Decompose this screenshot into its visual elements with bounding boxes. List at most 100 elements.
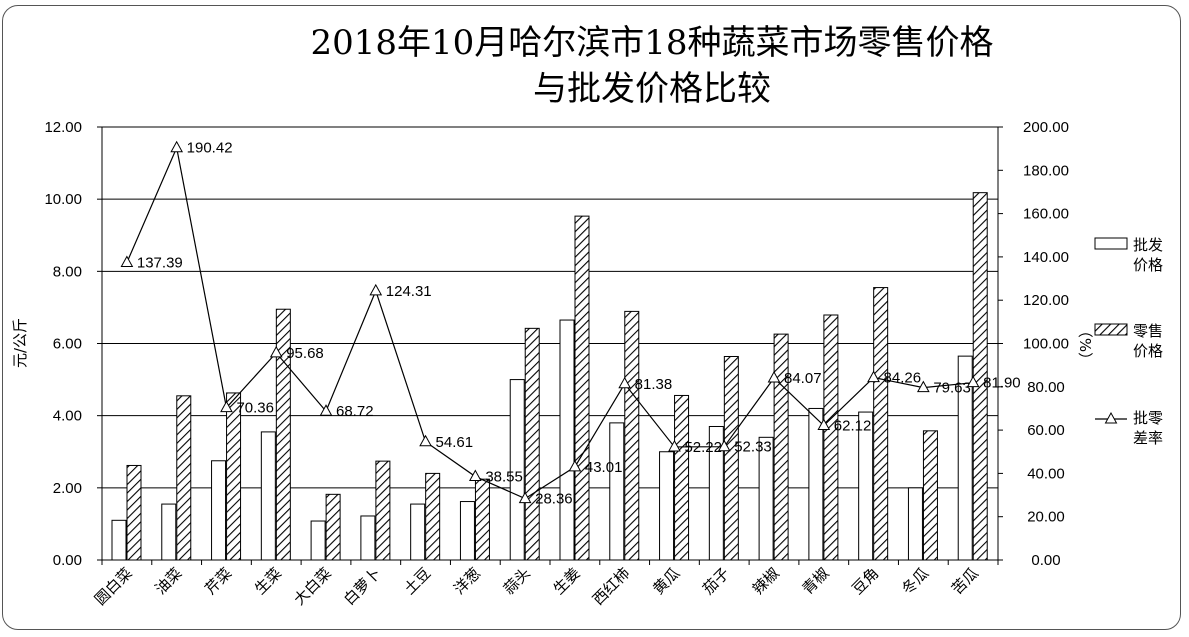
rate-marker [170, 140, 184, 153]
rate-marker [668, 439, 681, 452]
legend-swatch-retail [1094, 323, 1128, 336]
bar-retail [126, 464, 142, 561]
rate-data-label: 190.42 [187, 140, 233, 157]
y2-tick-label: 0.00 [1031, 552, 1060, 569]
rate-data-label: 95.68 [286, 345, 324, 362]
rate-data-label: 70.36 [236, 400, 274, 417]
bar-retail [574, 215, 590, 561]
bar-wholesale [708, 425, 724, 561]
legend-marker-rate [1104, 411, 1118, 424]
bar-wholesale [609, 422, 625, 561]
x-category-label: 大白菜 [290, 564, 335, 609]
rate-marker [319, 404, 333, 416]
bar-retail [624, 310, 640, 561]
rate-marker [120, 255, 134, 268]
y2-tick-label: 60.00 [1027, 422, 1065, 439]
rate-marker [518, 491, 532, 504]
chart-title-line1: 2018年10月哈尔滨市18种蔬菜市场零售价格 [310, 23, 993, 63]
y2-tick-label: 140.00 [1023, 249, 1069, 266]
x-category-label: 生姜 [550, 564, 584, 598]
x-category-label: 豆角 [848, 564, 882, 598]
legend-label-wholesale: 价格 [1133, 256, 1163, 274]
legend-label-retail: 零售 [1133, 322, 1163, 340]
bar-retail [226, 392, 242, 561]
y2-tick-label: 180.00 [1023, 162, 1069, 179]
x-category-label: 茄子 [699, 564, 733, 598]
x-category-label: 洋葱 [450, 564, 484, 598]
bar-wholesale [659, 451, 675, 561]
rate-data-label: 81.90 [983, 375, 1021, 392]
y2-axis-title: （%） [1076, 323, 1094, 367]
chart-title-line2: 与批发价格比较 [533, 69, 771, 109]
bar-wholesale [758, 436, 774, 561]
bar-retail [325, 493, 341, 561]
bar-retail [873, 287, 889, 561]
rate-marker [817, 418, 831, 431]
bar-wholesale [260, 431, 276, 561]
legend-swatch-wholesale [1094, 237, 1128, 250]
x-category-label: 青椒 [799, 564, 833, 598]
bar-retail [922, 430, 938, 561]
rate-marker [419, 434, 432, 447]
y2-tick-label: 160.00 [1023, 206, 1069, 223]
bar-retail [425, 472, 441, 561]
x-category-label: 白萝卜 [340, 564, 385, 609]
bar-wholesale [161, 503, 177, 561]
bar-retail [375, 460, 391, 561]
rate-data-label: 52.33 [734, 439, 772, 456]
bar-retail [275, 308, 291, 561]
y-tick-label: 2.00 [53, 480, 82, 497]
bar-wholesale [360, 515, 376, 561]
x-category-label: 辣椒 [749, 564, 783, 598]
bar-wholesale [808, 407, 824, 561]
rate-marker [369, 283, 383, 296]
x-category-label: 芹菜 [201, 564, 235, 598]
rate-data-label: 62.12 [834, 418, 872, 435]
x-category-label: 圆白菜 [91, 564, 136, 609]
rate-data-label: 84.26 [884, 370, 922, 387]
rate-marker [717, 439, 731, 452]
legend-label-retail: 价格 [1133, 342, 1163, 360]
rate-data-label: 137.39 [137, 255, 183, 272]
line-series-rate [126, 145, 974, 500]
bar-wholesale [459, 501, 475, 561]
bar-retail [524, 327, 540, 561]
x-category-label: 苦瓜 [948, 564, 982, 598]
legend-label-rate: 差率 [1133, 429, 1163, 447]
rate-data-label: 79.63 [933, 380, 971, 397]
legend-label-rate: 批零 [1133, 409, 1163, 427]
y-tick-label: 0.00 [53, 552, 82, 569]
rate-data-label: 68.72 [336, 403, 374, 420]
bar-wholesale [907, 487, 923, 561]
y2-tick-label: 80.00 [1027, 379, 1065, 396]
rate-data-label: 43.01 [585, 459, 623, 476]
rate-marker [618, 376, 632, 389]
rate-data-label: 54.61 [436, 434, 474, 451]
rate-data-label: 52.22 [684, 439, 722, 456]
bar-retail [474, 478, 490, 561]
rate-marker [269, 345, 283, 358]
bar-wholesale [410, 503, 426, 561]
bar-retail [176, 395, 192, 561]
rate-marker [220, 400, 233, 413]
bar-retail [823, 314, 839, 561]
legend-label-wholesale: 批发 [1133, 236, 1163, 254]
bar-wholesale [858, 411, 874, 561]
bar-wholesale [211, 460, 227, 561]
y-tick-label: 8.00 [53, 263, 82, 280]
rate-marker [468, 469, 482, 482]
bar-retail [723, 355, 739, 561]
rate-data-label: 81.38 [635, 376, 673, 393]
y2-tick-label: 100.00 [1023, 336, 1069, 353]
x-category-label: 蒜头 [500, 564, 534, 598]
y-tick-label: 4.00 [53, 408, 82, 425]
bar-wholesale [111, 519, 127, 561]
bar-retail [674, 394, 690, 561]
y-tick-label: 12.00 [44, 119, 82, 136]
bar-wholesale [957, 355, 973, 561]
rate-marker [867, 370, 880, 383]
rate-data-label: 84.07 [784, 370, 822, 387]
rate-marker [916, 380, 930, 393]
x-category-label: 黄瓜 [649, 564, 683, 598]
